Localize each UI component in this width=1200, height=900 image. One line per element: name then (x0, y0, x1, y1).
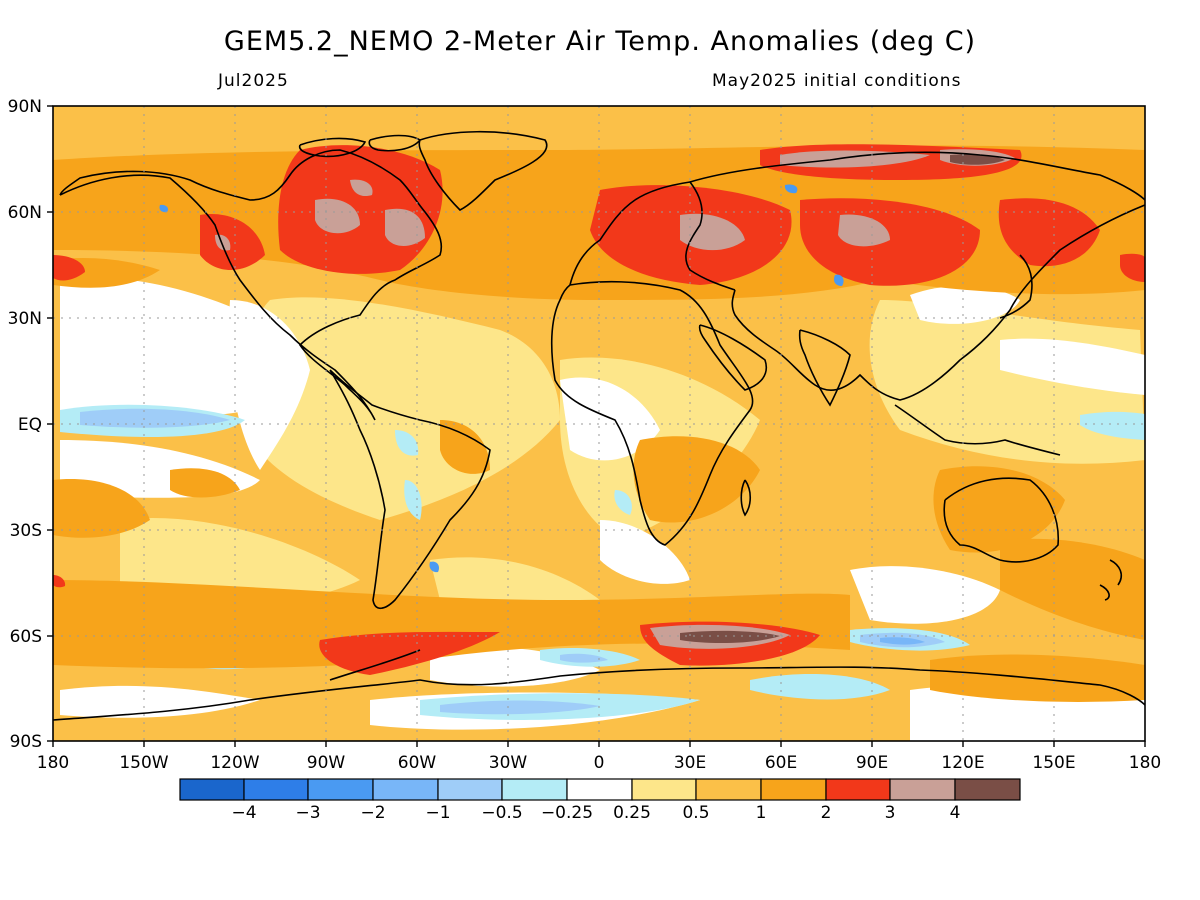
initial-conditions-label: May2025 initial conditions (712, 71, 962, 91)
colorbar-swatch (695, 778, 762, 801)
lat-label: 90N (8, 97, 42, 117)
colorbar-swatch (307, 778, 374, 801)
lat-label: 60N (8, 203, 42, 223)
colorbar-label: 3 (885, 803, 896, 823)
lat-label: EQ (18, 415, 42, 435)
lon-label: 180 (37, 753, 69, 773)
lon-label: 90W (307, 753, 346, 773)
lon-label: 150E (1032, 753, 1075, 773)
colorbar-label: 0.25 (613, 803, 651, 823)
axis-ticks (47, 105, 1146, 747)
latitude-labels: 90N 60N 30N EQ 30S 60S 90S (8, 97, 42, 752)
lon-label: 30W (489, 753, 528, 773)
colorbar: −4 −3 −2 −1 −0.5 −0.25 0.25 0.5 1 2 3 4 (179, 778, 1021, 823)
colorbar-label: 1 (756, 803, 767, 823)
colorbar-label: 2 (821, 803, 832, 823)
lon-label: 0 (594, 753, 605, 773)
colorbar-swatch (825, 778, 891, 801)
colorbar-swatch (501, 778, 568, 801)
lon-label: 30E (674, 753, 706, 773)
colorbar-swatch (760, 778, 827, 801)
coastlines (53, 130, 1145, 721)
graticule (53, 106, 1145, 741)
lat-label: 60S (10, 627, 42, 647)
colorbar-swatch (437, 778, 503, 801)
colorbar-label: 4 (950, 803, 961, 823)
lon-label: 150W (119, 753, 168, 773)
map-title: GEM5.2_NEMO 2-Meter Air Temp. Anomalies … (223, 26, 977, 57)
colorbar-swatch (243, 778, 309, 801)
lat-label: 30N (8, 309, 42, 329)
colorbar-swatch (372, 778, 439, 801)
lat-label: 90S (10, 732, 42, 752)
colorbar-swatch (954, 778, 1021, 801)
lon-label: 120W (210, 753, 259, 773)
colorbar-swatch (566, 778, 633, 801)
colorbar-label: −2 (360, 803, 385, 823)
lat-label: 30S (10, 521, 42, 541)
colorbar-swatch (179, 778, 245, 801)
colorbar-label: 0.5 (682, 803, 709, 823)
lon-label: 180 (1129, 753, 1161, 773)
colorbar-label: −4 (231, 803, 256, 823)
longitude-labels: 180 150W 120W 90W 60W 30W 0 30E 60E 90E … (37, 753, 1161, 773)
colorbar-label: −0.5 (481, 803, 522, 823)
colorbar-label: −0.25 (541, 803, 593, 823)
colorbar-label: −1 (425, 803, 450, 823)
lon-label: 60W (398, 753, 437, 773)
lon-label: 120E (941, 753, 984, 773)
colorbar-swatch (631, 778, 697, 801)
valid-month-label: Jul2025 (218, 71, 289, 91)
colorbar-label: −3 (295, 803, 320, 823)
colorbar-swatch (889, 778, 956, 801)
lon-label: 90E (856, 753, 888, 773)
lon-label: 60E (765, 753, 797, 773)
